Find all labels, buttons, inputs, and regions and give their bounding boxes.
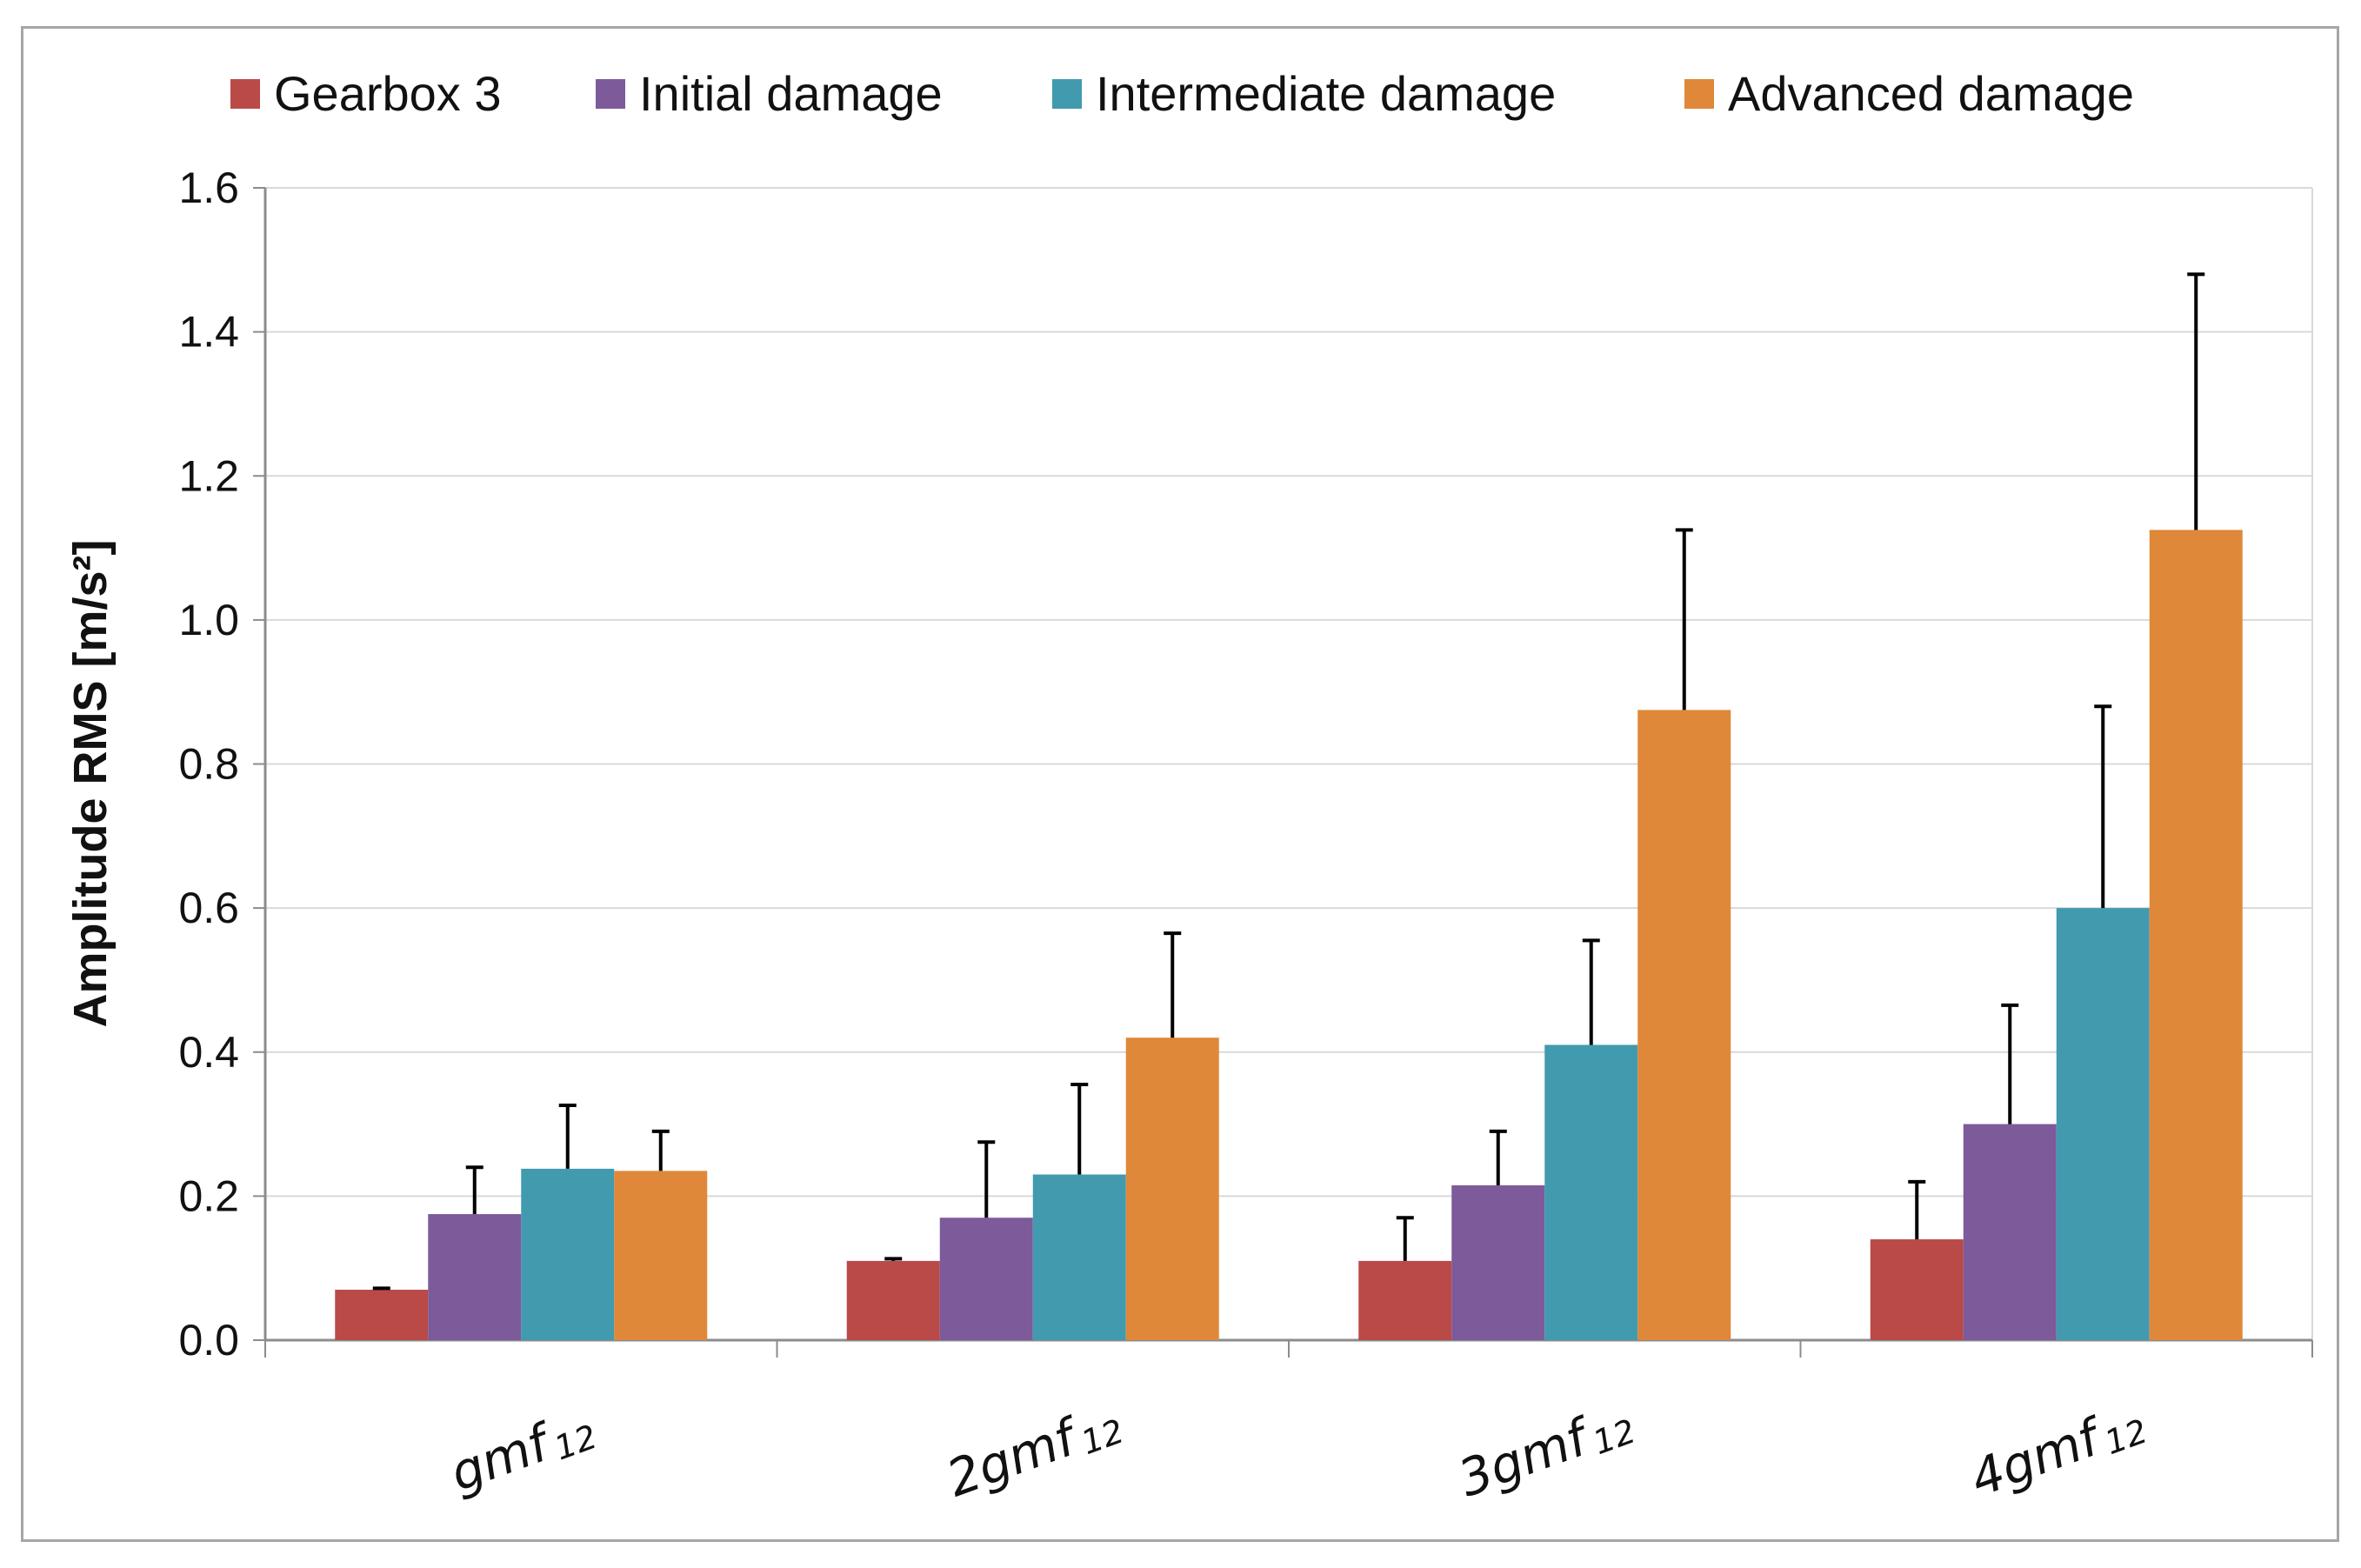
bars [335, 530, 2243, 1340]
bar [1358, 1260, 1452, 1340]
y-tick-label: 0.8 [178, 740, 239, 789]
legend: Gearbox 3 Initial damage Intermediate dama… [230, 66, 2134, 121]
y-tick-label: 0.2 [178, 1171, 239, 1220]
bar [1032, 1174, 1126, 1340]
bar [521, 1168, 615, 1340]
bar [1125, 1038, 1219, 1340]
y-tick-label: 1.0 [178, 596, 239, 644]
gridlines [265, 187, 2313, 1340]
legend-label: Advanced damage [1728, 66, 2134, 121]
x-category-label: 2gmf12 [939, 1391, 1129, 1510]
legend-label: Gearbox 3 [274, 66, 502, 121]
bar [335, 1290, 429, 1340]
legend-label: Intermediate damage [1096, 66, 1556, 121]
bar [1870, 1239, 1964, 1340]
bar [846, 1260, 940, 1340]
legend-swatch [1052, 79, 1082, 109]
bar [1637, 710, 1731, 1340]
bar [1963, 1124, 2057, 1340]
bar [1451, 1184, 1545, 1340]
bar-chart: 0.0 0.2 0.4 0.6 0.8 1.0 1.2 1.4 1.6 gmf12 2gmf12 3g… [64, 66, 2313, 1510]
bar [614, 1171, 708, 1340]
y-tick-label: 1.2 [178, 451, 239, 500]
bar [1544, 1044, 1638, 1340]
y-tick-label: 0.0 [178, 1316, 239, 1364]
legend-swatch [596, 79, 625, 109]
error-bars [372, 272, 2205, 1291]
legend-swatch [1684, 79, 1714, 109]
y-tick-label: 0.4 [178, 1028, 239, 1077]
y-tick-label: 1.6 [178, 163, 239, 212]
bar [428, 1214, 522, 1340]
legend-label: Initial damage [639, 66, 943, 121]
legend-swatch [230, 79, 260, 109]
x-category-label: 4gmf12 [1963, 1391, 2152, 1510]
bar [939, 1218, 1033, 1340]
y-tick-label: 0.6 [178, 884, 239, 932]
y-axis-title: Amplitude RMS [m/s²] [64, 540, 117, 1028]
x-category-label: 3gmf12 [1451, 1391, 1641, 1510]
bar [2056, 908, 2150, 1340]
chart-frame: 0.0 0.2 0.4 0.6 0.8 1.0 1.2 1.4 1.6 gmf12 2gmf12 3g… [21, 26, 2339, 1542]
x-category-label: gmf12 [443, 1397, 602, 1504]
bar [2149, 530, 2243, 1340]
y-tick-label: 1.4 [178, 308, 239, 357]
